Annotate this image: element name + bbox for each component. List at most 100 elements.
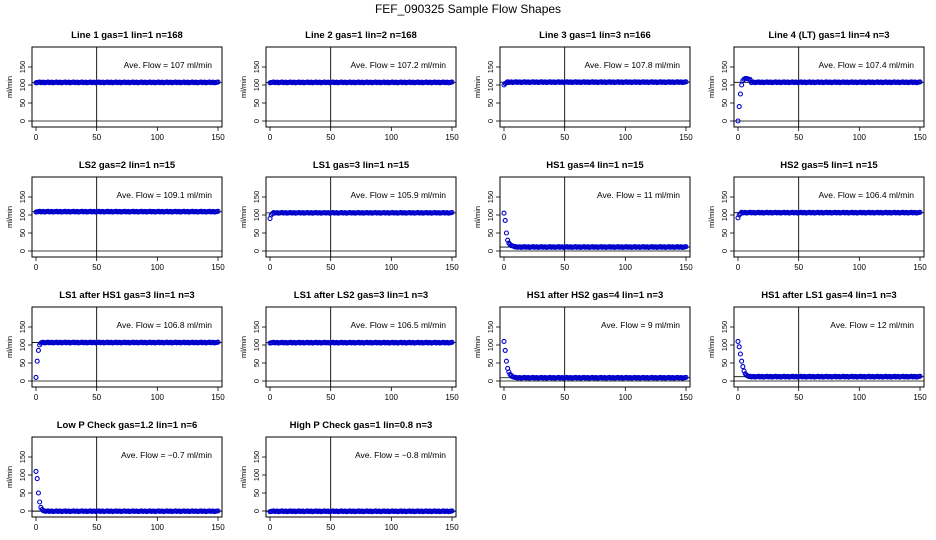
panel-9: LS1 after HS1 gas=3 lin=1 n=3 0 50 100 150 ml… bbox=[5, 290, 225, 402]
plot-box bbox=[265, 46, 457, 128]
x-tick-label: 150 bbox=[679, 393, 693, 402]
x-tick-label: 150 bbox=[211, 263, 225, 272]
y-tick-label: 50 bbox=[18, 229, 27, 237]
y-axis-label: ml/min bbox=[473, 76, 482, 98]
x-tick-label: 50 bbox=[326, 263, 335, 272]
x-tick-label: 100 bbox=[853, 133, 867, 142]
x-tick-label: 50 bbox=[794, 393, 803, 402]
y-tick-label: 150 bbox=[252, 321, 261, 334]
panel-title: Line 1 gas=1 lin=1 n=168 bbox=[71, 30, 183, 41]
y-tick-label: 0 bbox=[720, 119, 729, 123]
y-tick-label: 100 bbox=[252, 209, 261, 222]
y-tick-label: 150 bbox=[720, 191, 729, 204]
figure-title: FEF_090325 Sample Flow Shapes bbox=[374, 2, 562, 16]
data-point bbox=[34, 358, 40, 364]
y-tick-label: 150 bbox=[720, 321, 729, 334]
panel-title: HS2 gas=5 lin=1 n=15 bbox=[780, 160, 878, 171]
y-tick-label: 150 bbox=[252, 61, 261, 74]
x-tick-label: 50 bbox=[92, 133, 101, 142]
data-point bbox=[737, 351, 743, 357]
data-point bbox=[505, 237, 511, 243]
data-point bbox=[33, 468, 39, 474]
data-point bbox=[215, 79, 221, 85]
data-point bbox=[35, 347, 41, 353]
panel-1: Line 1 gas=1 lin=1 n=168 0 50 100 150 ml/min 0… bbox=[5, 30, 225, 142]
y-tick-label: 150 bbox=[252, 191, 261, 204]
data-point bbox=[449, 79, 455, 85]
y-tick-label: 50 bbox=[252, 99, 261, 107]
average-flow-annotation: Ave. Flow = 107.8 ml/min bbox=[584, 60, 680, 70]
y-tick-label: 0 bbox=[720, 249, 729, 253]
average-flow-annotation: Ave. Flow = 107.4 ml/min bbox=[818, 60, 914, 70]
x-tick-label: 100 bbox=[853, 393, 867, 402]
panel-title: Line 2 gas=1 lin=2 n=168 bbox=[305, 30, 417, 41]
x-tick-label: 50 bbox=[326, 523, 335, 532]
y-tick-label: 150 bbox=[18, 451, 27, 464]
y-tick-label: 150 bbox=[18, 61, 27, 74]
x-tick-label: 100 bbox=[151, 133, 165, 142]
panel-6: LS1 gas=3 lin=1 n=15 0 50 100 150 ml/min 0 50 10… bbox=[239, 160, 459, 272]
plot-box bbox=[499, 176, 691, 258]
y-tick-label: 50 bbox=[486, 229, 495, 237]
x-tick-label: 0 bbox=[268, 133, 273, 142]
y-axis-label: ml/min bbox=[5, 206, 14, 228]
y-tick-label: 50 bbox=[252, 359, 261, 367]
y-tick-label: 50 bbox=[252, 489, 261, 497]
data-point bbox=[33, 374, 39, 380]
y-tick-label: 50 bbox=[18, 489, 27, 497]
average-flow-annotation: Ave. Flow = 106.5 ml/min bbox=[350, 320, 446, 330]
plot-box bbox=[265, 176, 457, 258]
average-flow-annotation: Ave. Flow = −0.8 ml/min bbox=[355, 450, 446, 460]
y-axis-label: ml/min bbox=[239, 76, 248, 98]
y-axis-label: ml/min bbox=[707, 76, 716, 98]
panel-8: HS2 gas=5 lin=1 n=15 0 50 100 150 ml/min 0 50 10… bbox=[707, 160, 927, 272]
data-point bbox=[501, 338, 507, 344]
x-tick-label: 0 bbox=[34, 263, 39, 272]
x-tick-label: 100 bbox=[385, 393, 399, 402]
plot-box bbox=[733, 306, 925, 388]
y-tick-label: 0 bbox=[486, 379, 495, 383]
x-tick-label: 0 bbox=[268, 263, 273, 272]
y-axis-label: ml/min bbox=[5, 76, 14, 98]
data-point bbox=[502, 217, 508, 223]
plot-box bbox=[733, 176, 925, 258]
average-flow-annotation: Ave. Flow = 107.2 ml/min bbox=[350, 60, 446, 70]
average-flow-annotation: Ave. Flow = 109.1 ml/min bbox=[116, 190, 212, 200]
x-tick-label: 50 bbox=[92, 393, 101, 402]
average-flow-annotation: Ave. Flow = 106.8 ml/min bbox=[116, 320, 212, 330]
x-tick-label: 0 bbox=[736, 133, 741, 142]
y-tick-label: 50 bbox=[252, 229, 261, 237]
panel-7: HS1 gas=4 lin=1 n=15 0 50 100 150 ml/min 0 50 10… bbox=[473, 160, 693, 272]
x-tick-label: 150 bbox=[445, 133, 459, 142]
x-tick-label: 150 bbox=[913, 263, 927, 272]
y-tick-label: 150 bbox=[486, 191, 495, 204]
panel-title: Line 4 (LT) gas=1 lin=4 n=3 bbox=[769, 30, 890, 41]
x-tick-label: 100 bbox=[619, 133, 633, 142]
x-tick-label: 50 bbox=[92, 523, 101, 532]
x-tick-label: 100 bbox=[385, 523, 399, 532]
plot-box bbox=[31, 46, 223, 128]
x-tick-label: 100 bbox=[853, 263, 867, 272]
y-tick-label: 0 bbox=[252, 249, 261, 253]
data-point bbox=[215, 508, 221, 514]
panel-title: HS1 after LS1 gas=4 lin=1 n=3 bbox=[761, 290, 896, 301]
y-tick-label: 0 bbox=[18, 249, 27, 253]
panel-title: LS2 gas=2 lin=1 n=15 bbox=[79, 160, 176, 171]
average-flow-annotation: Ave. Flow = 12 ml/min bbox=[830, 320, 914, 330]
plot-box bbox=[31, 436, 223, 518]
y-tick-label: 100 bbox=[486, 209, 495, 222]
panel-title: LS1 after HS1 gas=3 lin=1 n=3 bbox=[59, 290, 194, 301]
y-tick-label: 50 bbox=[720, 229, 729, 237]
y-tick-label: 0 bbox=[252, 379, 261, 383]
data-point bbox=[739, 82, 745, 88]
data-point bbox=[683, 374, 689, 380]
panel-title: High P Check gas=1 lin=0.8 n=3 bbox=[290, 420, 433, 431]
data-point bbox=[215, 339, 221, 345]
panel-title: Line 3 gas=1 lin=3 n=166 bbox=[539, 30, 651, 41]
y-axis-label: ml/min bbox=[239, 466, 248, 488]
x-tick-label: 150 bbox=[913, 393, 927, 402]
panel-title: LS1 gas=3 lin=1 n=15 bbox=[313, 160, 410, 171]
y-tick-label: 0 bbox=[18, 379, 27, 383]
data-point bbox=[503, 358, 509, 364]
data-point bbox=[739, 358, 745, 364]
